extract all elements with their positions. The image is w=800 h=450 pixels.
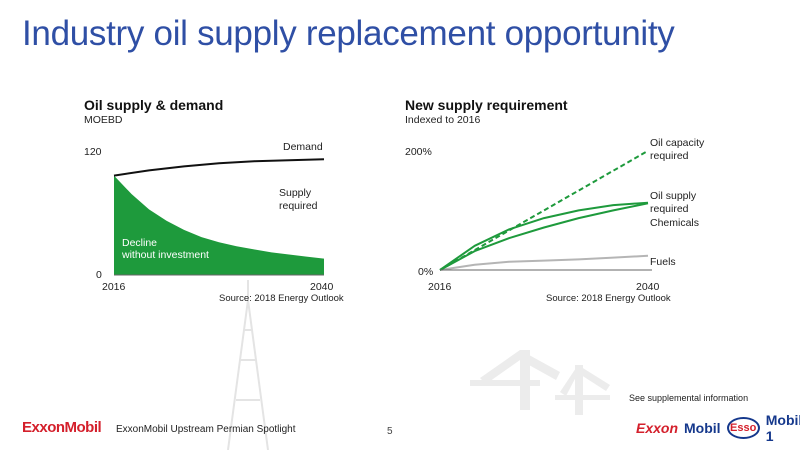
supplemental-note: See supplemental information (629, 393, 749, 403)
oil-supply-required-line (439, 201, 649, 271)
slide-title: Industry oil supply replacement opportun… (22, 14, 675, 53)
right-chart-title: New supply requirement (405, 97, 568, 113)
exxonmobil-logo: ExxonMobil (22, 419, 102, 436)
right-y-tick-min: 0% (418, 266, 433, 278)
decline-area (114, 175, 324, 275)
left-x-tick-end: 2040 (310, 281, 334, 293)
left-chart-subtitle: MOEBD (84, 114, 123, 126)
chemicals-line (439, 202, 649, 271)
esso-brand-logo: Esso (726, 417, 760, 439)
left-y-tick-max: 120 (84, 146, 102, 158)
supply-required-label-2: required (279, 200, 318, 212)
fuels-label: Fuels (650, 256, 676, 268)
left-x-tick-start: 2016 (102, 281, 126, 293)
right-series-group (439, 149, 649, 271)
decline-label-2: without investment (121, 249, 209, 261)
decline-label-1: Decline (122, 237, 157, 249)
left-chart-title: Oil supply & demand (84, 97, 224, 113)
demand-label: Demand (283, 141, 323, 153)
new-supply-requirement-chart: 200% 0% 2016 2040 Oil capacity required … (405, 137, 705, 304)
fuels-line (439, 254, 649, 271)
right-x-tick-end: 2040 (636, 281, 660, 293)
mobil1-brand-logo: Mobil 1 (765, 412, 800, 444)
brand-logos: Exxon Mobil Esso Mobil 1 (636, 412, 800, 444)
oil-supply-demand-chart: 120 0 2016 2040 Demand Supply required D… (84, 141, 344, 304)
right-y-tick-max: 200% (405, 146, 432, 158)
supply-required-label-1: Supply (279, 187, 312, 199)
left-source: Source: 2018 Energy Outlook (219, 293, 344, 304)
footer-text: ExxonMobil Upstream Permian Spotlight (116, 424, 296, 435)
right-chart-heading: New supply requirement Indexed to 2016 (405, 97, 568, 126)
left-y-tick-min: 0 (96, 269, 102, 281)
demand-line (113, 158, 325, 177)
oil-supply-label-1: Oil supply (650, 190, 697, 202)
right-x-tick-start: 2016 (428, 281, 452, 293)
oil-supply-label-2: required (650, 203, 689, 215)
oil-capacity-label-2: required (650, 150, 689, 162)
right-source: Source: 2018 Energy Outlook (546, 293, 671, 304)
chemicals-label: Chemicals (650, 217, 699, 229)
right-chart-subtitle: Indexed to 2016 (405, 114, 481, 126)
oil-capacity-label-1: Oil capacity (650, 137, 705, 149)
page-number: 5 (387, 426, 393, 437)
mobil-brand-logo: Mobil (684, 420, 721, 436)
exxon-brand-logo: Exxon (636, 420, 679, 436)
left-chart-heading: Oil supply & demand MOEBD (84, 97, 223, 126)
